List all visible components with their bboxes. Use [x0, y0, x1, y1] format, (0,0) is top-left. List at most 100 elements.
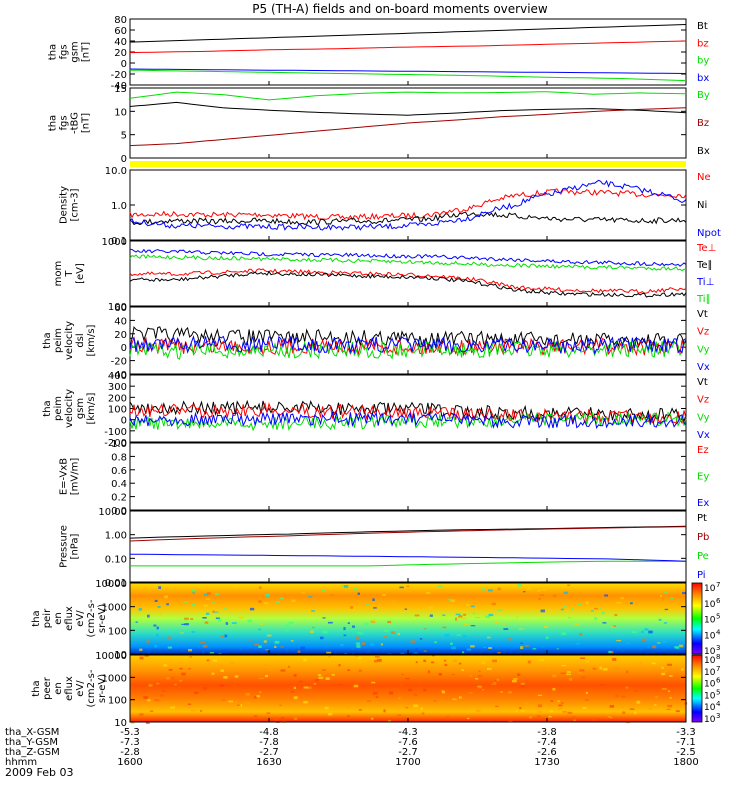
spectrogram-cell [181, 623, 186, 625]
colorbar-tick-exponent: 5 [716, 613, 720, 621]
spectrogram-cell [421, 712, 425, 715]
time-axis-row-label: tha_X-GSM [5, 727, 59, 738]
spectrogram-cell [547, 668, 551, 671]
spectrogram-cell [290, 640, 294, 642]
colorbar-tick-label: 10 [704, 656, 716, 666]
spectrogram-cell [187, 648, 193, 652]
spectrogram-cell [615, 694, 619, 698]
y-axis-label-line: gsm [70, 41, 81, 62]
spectrogram-cell [481, 661, 486, 665]
y-tick-label: 1000 [102, 603, 127, 614]
spectrogram-cell [601, 611, 605, 615]
y-tick-label: 10000 [95, 651, 127, 662]
spectrogram-cell [174, 683, 177, 686]
time-axis-value: -4.3 [398, 727, 418, 738]
spectrogram-cell [656, 689, 659, 693]
time-axis-row-label: hhmm [5, 757, 37, 768]
spectrogram-cell [475, 617, 480, 619]
panel-density: 10.0 1.0 0.1 Density [cm-3] Ne Ni Npot [59, 166, 721, 247]
spectrogram-cell [288, 665, 291, 668]
spectrogram-cell [355, 642, 361, 645]
legend-entry: Vx [697, 430, 710, 441]
spectrogram-cell [447, 598, 452, 601]
spectrogram-cell [548, 715, 552, 718]
spectrogram-cell [190, 588, 196, 592]
spectrogram-cell [481, 689, 485, 691]
spectrogram-cell [350, 606, 354, 609]
spectrogram-cell [318, 676, 324, 679]
y-tick-label: 300 [108, 382, 127, 393]
y-axis-label: mom T [eV] [53, 261, 86, 287]
spectrogram-cell [184, 657, 188, 659]
spectrogram-cell [651, 662, 656, 665]
spectrogram-cell [170, 706, 175, 709]
y-axis-label: Density [cm-3] [59, 186, 81, 224]
legend-entry: Bx [697, 146, 710, 157]
spectrogram-cell [516, 615, 519, 618]
spectrogram-cell [202, 644, 208, 648]
spectrogram-cell [179, 679, 183, 682]
time-axis-value: -7.1 [676, 737, 696, 748]
spectrogram-cell [258, 600, 262, 603]
spectrogram-cell [234, 700, 237, 703]
spectrogram-cell [537, 590, 542, 592]
spectrogram-cell [551, 674, 557, 678]
spectrogram-cell [463, 634, 467, 638]
spectrogram-cell [147, 698, 151, 700]
time-axis-value: -2.7 [398, 747, 418, 758]
legend-entry: Vy [697, 412, 710, 423]
spectrogram-cell [293, 717, 298, 720]
spectrogram-cell [203, 687, 208, 690]
spectrogram-cell [659, 595, 663, 597]
spectrogram-cell [465, 604, 470, 606]
spectrogram-cell [620, 695, 626, 698]
y-axis-label-line: sr-eV) [97, 674, 108, 703]
series-line-temperature [129, 270, 687, 298]
spectrogram-cell [585, 691, 588, 695]
y-axis-label-line: (cm2-s- [86, 669, 97, 707]
spectrogram-cell [578, 671, 582, 675]
spectrogram-cell [610, 716, 613, 719]
spectrogram-cell [355, 636, 360, 639]
spectrogram-cell [293, 674, 297, 677]
y-tick-label: 10 [114, 650, 127, 661]
spectrogram-cell [244, 701, 248, 703]
spectrogram-cell [580, 657, 585, 659]
spectrogram-cell [214, 593, 220, 596]
spectrogram-cell [644, 628, 649, 631]
spectrogram-cell [264, 649, 270, 651]
spectrogram-cell [248, 639, 253, 641]
spectrogram-cell [206, 592, 211, 595]
legend-entry: Pi [697, 570, 706, 581]
series-line-peim-velocity-dsl [129, 340, 687, 360]
spectrogram-cell [153, 644, 158, 648]
spectrogram-cell [374, 656, 380, 658]
spectrogram-cell [218, 652, 222, 654]
spectrogram-cell [654, 704, 657, 706]
spectrogram-cell [353, 684, 359, 688]
spectrogram-cell [611, 650, 614, 654]
spectrogram-cell [139, 656, 144, 660]
spectrogram-cell [328, 655, 331, 658]
series-line-fgs [129, 40, 687, 54]
spectrogram-cell [537, 704, 543, 708]
y-tick-label: -200 [104, 438, 127, 449]
spectrogram-cell [575, 642, 581, 645]
spectrogram-cell [620, 597, 625, 600]
spectrogram-cell [280, 646, 284, 648]
spectrogram-cell [279, 597, 285, 600]
spectrogram-cell [414, 614, 420, 617]
colorbar-tick-label: 10 [704, 703, 716, 713]
spectrogram-cell [223, 676, 228, 679]
spectrogram-cell [387, 620, 392, 624]
spectrogram-cell [338, 683, 341, 686]
legend-entry: Vz [697, 327, 709, 338]
y-axis-label: Pressure [nPa] [59, 525, 81, 568]
colorbar-tick-exponent: 5 [716, 688, 720, 696]
spectrogram-cell [234, 675, 239, 678]
y-axis-label-line: [cm-3] [70, 188, 81, 221]
spectrogram-cell [247, 619, 253, 623]
spectrogram-cell [376, 658, 382, 662]
spectrogram-cell [515, 710, 518, 712]
